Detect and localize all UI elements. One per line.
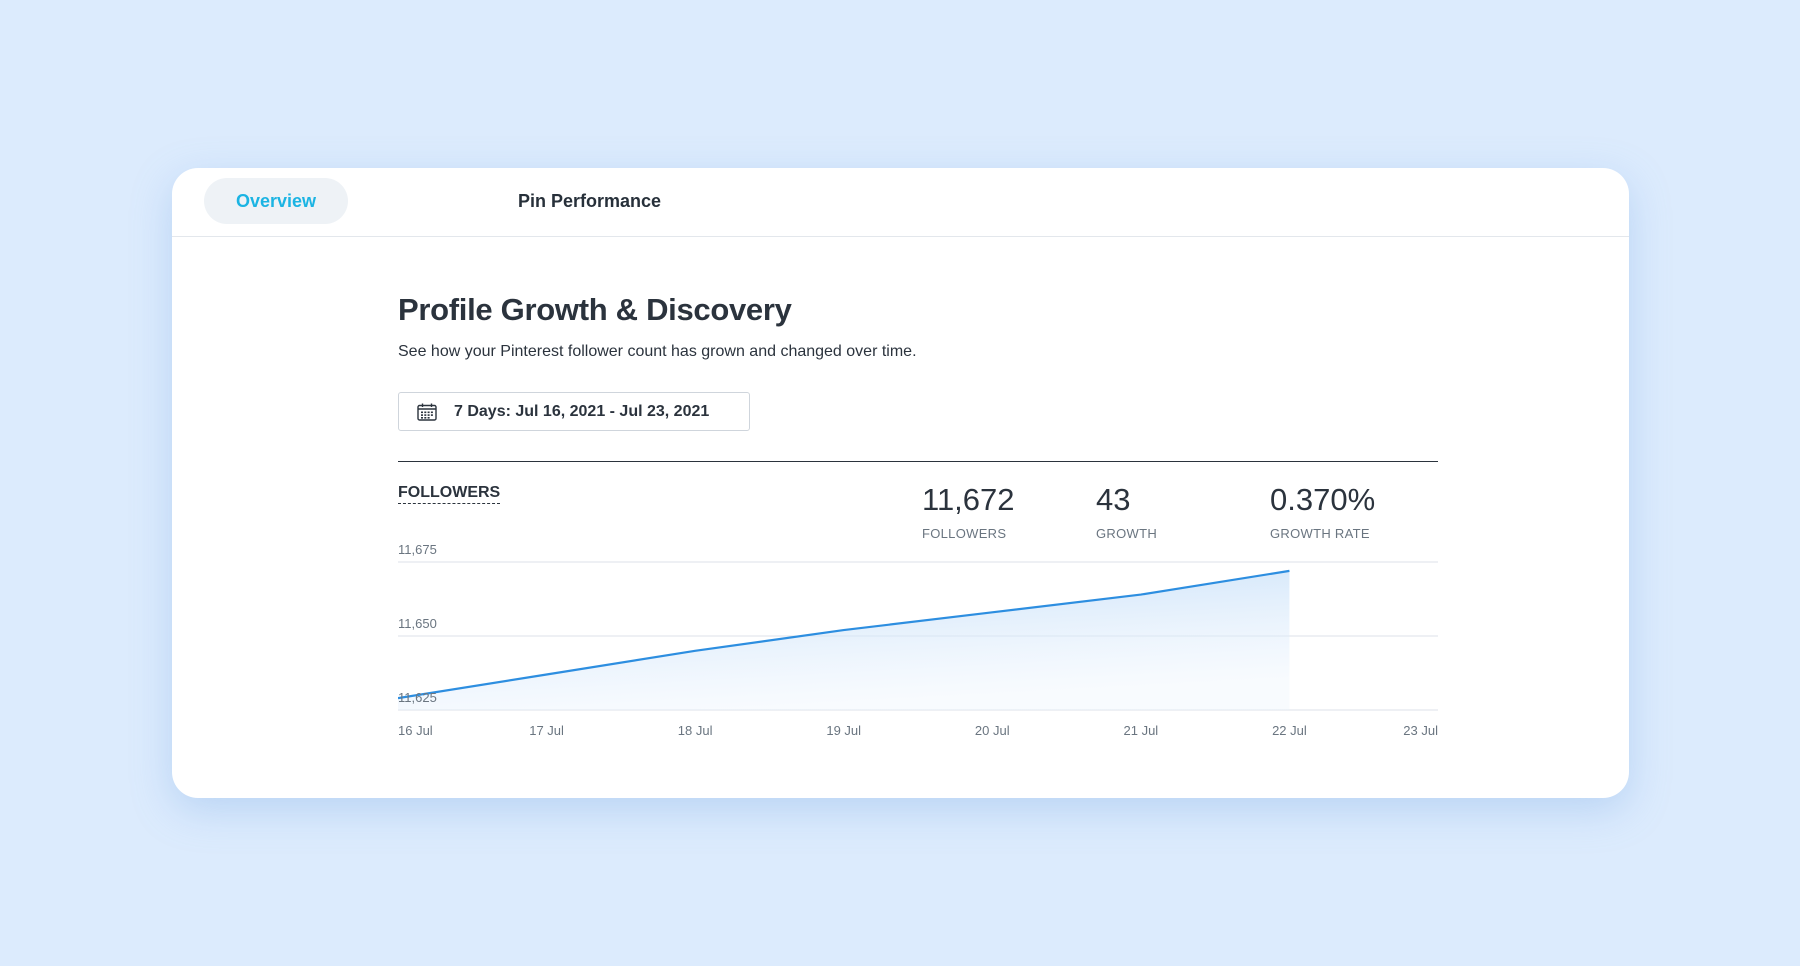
stat-growth-rate: 0.370% GROWTH RATE	[1270, 482, 1375, 541]
x-tick-label: 19 Jul	[826, 723, 861, 738]
page-subtitle: See how your Pinterest follower count ha…	[398, 343, 917, 360]
page-title: Profile Growth & Discovery	[398, 292, 792, 327]
stat-growth-rate-label: GROWTH RATE	[1270, 526, 1370, 541]
stat-growth-label: GROWTH	[1096, 526, 1158, 541]
y-tick-label: 11,625	[398, 690, 437, 705]
stat-growth: 43 GROWTH	[1096, 482, 1157, 541]
analytics-card: Overview Pin Performance Profile Growth …	[172, 168, 1629, 798]
x-tick-label: 18 Jul	[678, 723, 713, 738]
stat-followers-value: 11,672	[922, 482, 1015, 517]
y-tick-label: 11,650	[398, 616, 437, 631]
followers-area	[398, 570, 1290, 710]
x-tick-label: 17 Jul	[529, 723, 564, 738]
stat-followers: 11,672 FOLLOWERS	[922, 482, 1015, 541]
stat-growth-value: 43	[1096, 482, 1131, 517]
x-tick-label: 23 Jul	[1403, 723, 1438, 738]
calendar-icon	[417, 403, 437, 421]
stat-growth-rate-value: 0.370%	[1270, 482, 1376, 517]
tab-overview[interactable]: Overview	[204, 178, 349, 224]
x-tick-label: 20 Jul	[975, 723, 1010, 738]
tab-pin-performance[interactable]: Pin Performance	[518, 191, 662, 211]
date-range-label: 7 Days: Jul 16, 2021 - Jul 23, 2021	[454, 403, 710, 420]
y-tick-label: 11,675	[398, 542, 437, 557]
followers-metric-selector[interactable]: FOLLOWERS	[398, 484, 501, 504]
stat-followers-label: FOLLOWERS	[922, 526, 1007, 541]
x-tick-label: 16 Jul	[398, 723, 433, 738]
x-tick-label: 22 Jul	[1272, 723, 1307, 738]
x-tick-label: 21 Jul	[1124, 723, 1159, 738]
main-content: Profile Growth & Discovery See how your …	[398, 236, 1438, 796]
date-range-button[interactable]: 7 Days: Jul 16, 2021 - Jul 23, 2021	[398, 392, 750, 431]
followers-chart: 11,675 11,650 11,625 16 Jul 17 Jul 18 Jul 19 …	[398, 542, 1438, 738]
section-divider	[398, 461, 1438, 462]
tab-bar: Overview Pin Performance	[172, 168, 1629, 237]
